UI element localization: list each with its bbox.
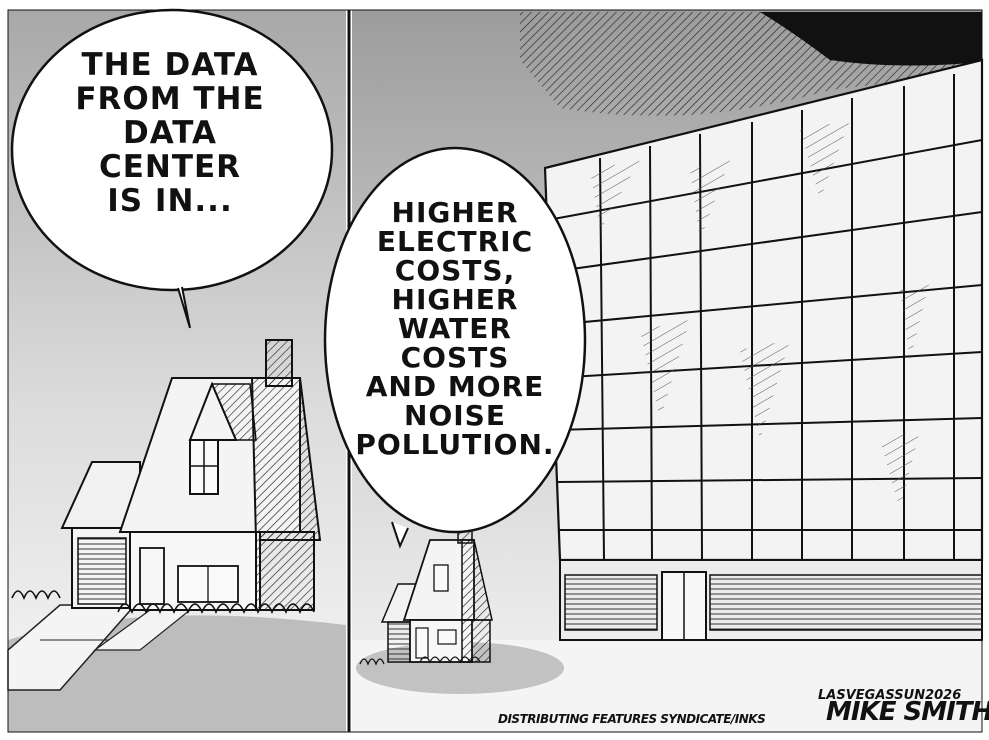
left-panel bbox=[7, 8, 346, 732]
syndicate-credit: DISTRIBUTING FEATURES SYNDICATE/INKS bbox=[498, 712, 766, 726]
data-center-building bbox=[543, 58, 984, 641]
speech-bubble-left-tail bbox=[177, 286, 191, 329]
speech-text-left: THE DATA FROM THE DATA CENTER IS IN... bbox=[75, 47, 265, 219]
shrubs bbox=[11, 590, 315, 614]
speech-bubble-right bbox=[323, 146, 587, 534]
chimney bbox=[265, 339, 293, 387]
newspaper-credit: LASVEGASSUN2026 bbox=[818, 688, 962, 703]
right-panel bbox=[323, 10, 984, 732]
house-main bbox=[118, 339, 322, 611]
house-garage bbox=[60, 461, 141, 609]
speech-bubble-right-tail bbox=[391, 521, 409, 549]
front-door bbox=[139, 547, 165, 605]
speech-text-right: HIGHER ELECTRIC COSTS, HIGHER WATER COST… bbox=[355, 196, 555, 461]
artist-signature: MIKE SMITH bbox=[826, 697, 989, 727]
